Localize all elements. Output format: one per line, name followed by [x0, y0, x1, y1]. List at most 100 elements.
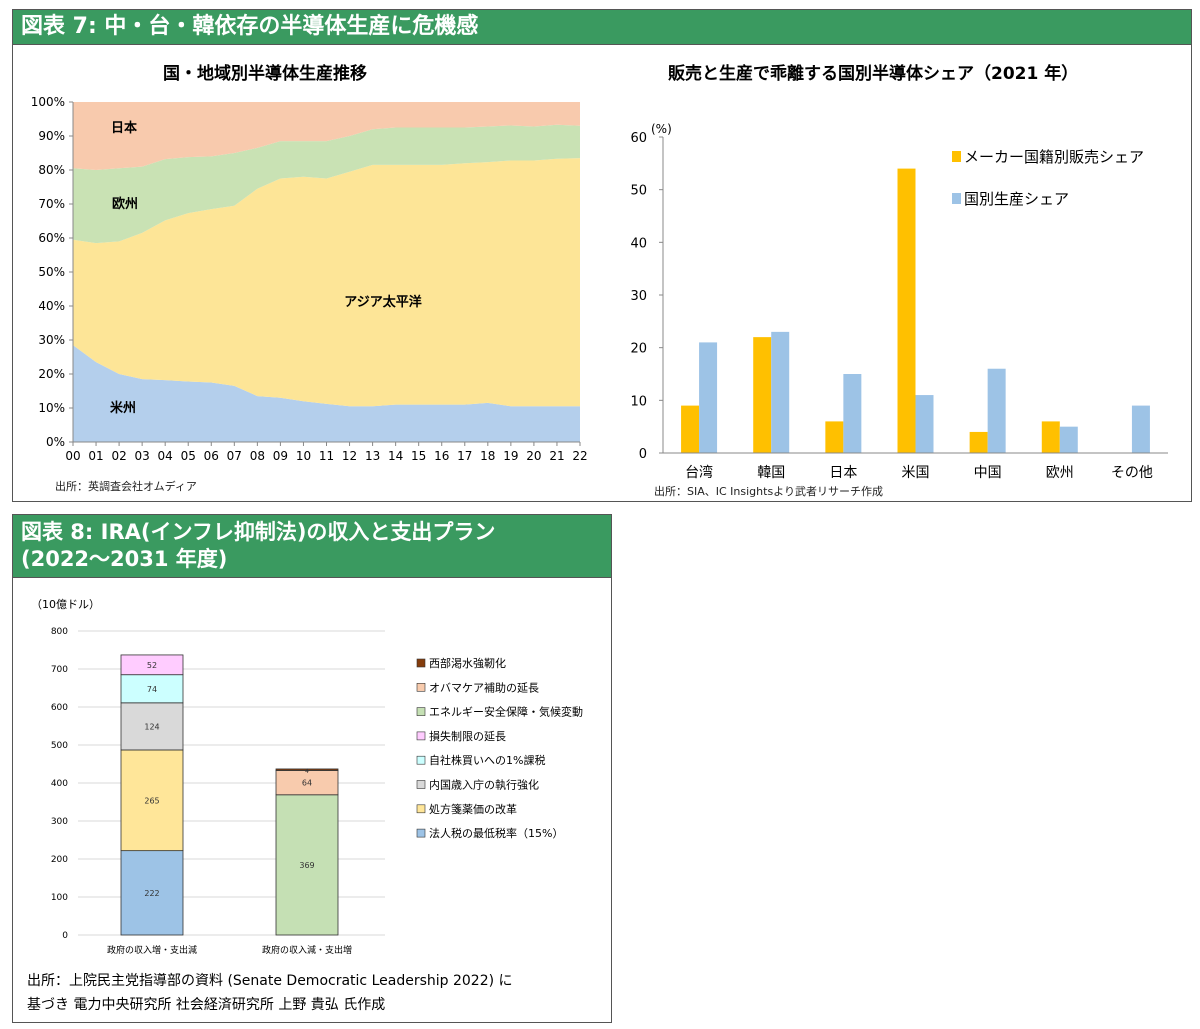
x-tick-label: 00: [65, 449, 80, 463]
legend-label: 法人税の最低税率（15%）: [429, 826, 563, 840]
legend-swatch: [416, 731, 426, 741]
segment-value-label: 265: [144, 796, 159, 805]
legend-swatch: [416, 683, 426, 692]
area-series-1: [73, 158, 580, 407]
legend-swatch: [416, 780, 426, 789]
stack-segment-4-0: [120, 654, 184, 676]
y-tick-label: 100: [51, 893, 68, 903]
bar-0-4: [969, 431, 988, 453]
bar-0-5: [1041, 421, 1060, 453]
y-tick-label: 30: [630, 289, 647, 304]
bar-1-3: [915, 395, 934, 453]
figure-8-header-line2: (2022～2031 年度): [21, 547, 228, 571]
legend-swatch: [416, 804, 426, 814]
legend-swatch: [416, 658, 426, 668]
y-tick-label: 80%: [38, 163, 65, 177]
x-tick-label: 台湾: [685, 464, 713, 481]
area-series-0: [73, 345, 580, 442]
bar-0-1: [753, 337, 772, 453]
x-tick-label: 14: [388, 449, 403, 463]
legend-swatch: [952, 151, 961, 162]
x-tick-label: 欧州: [1046, 465, 1074, 481]
bar-1-5: [1059, 426, 1078, 453]
legend-label: 国別生産シェア: [964, 190, 1069, 208]
y-tick-label: 10: [630, 394, 647, 409]
x-tick-label: 05: [181, 449, 196, 463]
legend-swatch: [416, 828, 426, 838]
x-tick-label: 22: [572, 449, 587, 463]
segment-value-label: 222: [144, 889, 159, 898]
x-tick-label: 07: [227, 449, 242, 463]
bar-0-2: [825, 421, 844, 453]
x-tick-label: 米国: [902, 465, 930, 481]
legend-swatch: [952, 193, 961, 204]
bar-chart-title: 販売と生産で乖離する国別半導体シェア（2021 年）: [668, 64, 1079, 84]
y-tick-label: 20%: [38, 367, 65, 381]
y-tick-label: 800: [51, 627, 68, 637]
x-tick-label: その他: [1111, 465, 1153, 481]
y-tick-label: 30%: [38, 333, 65, 347]
bar-1-6: [1131, 405, 1150, 453]
figure-8-source: 出所：上院民主党指導部の資料 (Senate Democratic Leader…: [27, 969, 513, 1017]
area-chart-title: 国・地域別半導体生産推移: [163, 64, 367, 84]
stack-segment-3-0: [120, 674, 184, 704]
legend-label: メーカー国籍別販売シェア: [964, 148, 1144, 166]
y-tick-label: 500: [51, 741, 68, 751]
stack-segment-6-1: [275, 770, 339, 796]
x-tick-label: 13: [365, 449, 380, 463]
x-tick-label: 10: [296, 449, 311, 463]
y-tick-label: 60: [630, 131, 647, 146]
x-tick-label: 01: [88, 449, 103, 463]
stack-segment-1-0: [120, 749, 184, 852]
segment-value-label: 64: [302, 779, 312, 788]
x-tick-label: 20: [526, 449, 541, 463]
legend-label: オバマケア補助の延長: [429, 680, 539, 694]
y-tick-label: 300: [51, 817, 68, 827]
x-tick-label: 08: [250, 449, 265, 463]
bar-chart-source: 出所：SIA、IC Insightsより武者リサーチ作成: [654, 485, 883, 498]
segment-value-label: 124: [144, 722, 159, 731]
bar-1-4: [987, 368, 1006, 453]
legend-label: 内国歳入庁の執行強化: [429, 778, 539, 792]
x-tick-label: 03: [134, 449, 149, 463]
area-series-2: [73, 124, 580, 244]
bar-0-0: [681, 405, 700, 453]
stack-segment-2-0: [120, 702, 184, 751]
figure-8-source-line2: 基づき 電力中央研究所 社会経済研究所 上野 貴弘 氏作成: [27, 997, 386, 1013]
y-tick-label: 40: [630, 236, 647, 251]
x-tick-label: 政府の収入減・支出増: [262, 944, 352, 956]
y-tick-label: 200: [51, 855, 68, 865]
bar-0-3: [897, 168, 916, 453]
x-tick-label: 中国: [974, 465, 1002, 481]
bar-1-2: [843, 374, 862, 453]
area-series-label: 米州: [110, 400, 136, 416]
bar-chart: (%) 0 10 20 30 40 50 60 台湾 韓国 日本 米国 中国 欧州 その他 メーカー国籍別販売…: [630, 122, 1168, 481]
legend-swatch: [416, 755, 426, 765]
area-series-label: 日本: [111, 120, 137, 136]
figure-8-panel: 図表 8: IRA(インフレ抑制法)の収入と支出プラン (2022～2031 年…: [12, 514, 612, 1023]
y-tick-label: 50%: [38, 265, 65, 279]
legend-swatch: [416, 707, 426, 716]
segment-value-label: 74: [147, 685, 157, 694]
area-series-label: 欧州: [112, 196, 138, 212]
figure-8-header: 図表 8: IRA(インフレ抑制法)の収入と支出プラン (2022～2031 年…: [13, 515, 611, 578]
y-tick-label: 40%: [38, 299, 65, 313]
figure-7-header: 図表 7: 中・台・韓依存の半導体生産に危機感: [13, 10, 1191, 45]
legend-label: 損失制限の延長: [429, 729, 506, 743]
x-tick-label: 04: [158, 449, 173, 463]
legend-label: 処方箋薬価の改革: [429, 802, 517, 816]
y-tick-label: 10%: [38, 401, 65, 415]
x-tick-label: 15: [411, 449, 426, 463]
x-tick-label: 18: [480, 449, 495, 463]
figure-7-panel: 図表 7: 中・台・韓依存の半導体生産に危機感 国・地域別半導体生産推移 販売と…: [12, 9, 1192, 502]
area-series-label: アジア太平洋: [344, 294, 421, 310]
area-chart-source: 出所：英調査会社オムディア: [55, 480, 197, 493]
y-tick-label: 0%: [46, 435, 65, 449]
y-tick-label: 700: [51, 665, 68, 675]
y-tick-label: 20: [630, 342, 647, 357]
y-tick-label: 0: [62, 931, 68, 941]
stack-segment-5-1: [275, 794, 339, 936]
x-tick-label: 政府の収入増・支出減: [107, 944, 197, 956]
y-unit-label: （10億ドル）: [31, 598, 100, 611]
x-tick-label: 11: [319, 449, 334, 463]
